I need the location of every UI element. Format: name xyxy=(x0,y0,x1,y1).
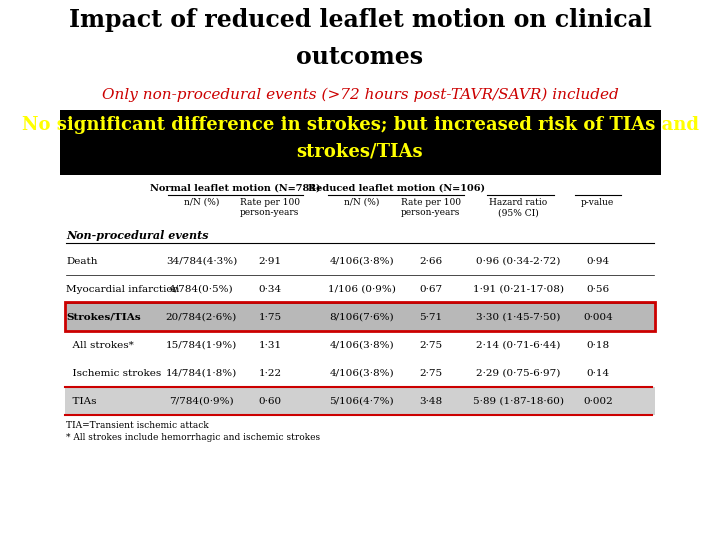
Text: 2·66: 2·66 xyxy=(419,256,443,266)
Text: 0·67: 0·67 xyxy=(419,285,443,294)
Text: 0·14: 0·14 xyxy=(586,368,609,377)
Text: 1·22: 1·22 xyxy=(258,368,282,377)
Text: Rate per 100
person-years: Rate per 100 person-years xyxy=(401,198,461,218)
Text: 5·89 (1·87-18·60): 5·89 (1·87-18·60) xyxy=(473,396,564,406)
Text: Ischemic strokes: Ischemic strokes xyxy=(66,368,161,377)
Text: 0·94: 0·94 xyxy=(586,256,609,266)
Text: 0·34: 0·34 xyxy=(258,285,282,294)
Text: 1·31: 1·31 xyxy=(258,341,282,349)
Text: 4/106(3·8%): 4/106(3·8%) xyxy=(329,341,394,349)
Text: 4/106(3·8%): 4/106(3·8%) xyxy=(329,368,394,377)
Text: 2·14 (0·71-6·44): 2·14 (0·71-6·44) xyxy=(477,341,561,349)
Text: 5/106(4·7%): 5/106(4·7%) xyxy=(329,396,394,406)
Text: Non-procedural events: Non-procedural events xyxy=(66,230,209,241)
Text: Strokes/TIAs: Strokes/TIAs xyxy=(66,313,141,321)
Text: 4/106(3·8%): 4/106(3·8%) xyxy=(329,256,394,266)
Text: TIA=Transient ischemic attack: TIA=Transient ischemic attack xyxy=(66,421,209,430)
Text: 8/106(7·6%): 8/106(7·6%) xyxy=(329,313,394,321)
Bar xyxy=(65,387,655,415)
Text: 4/784(0·5%): 4/784(0·5%) xyxy=(169,285,234,294)
Text: 0·60: 0·60 xyxy=(258,396,282,406)
Text: 0·56: 0·56 xyxy=(586,285,609,294)
Bar xyxy=(65,302,655,331)
Text: 14/784(1·8%): 14/784(1·8%) xyxy=(166,368,237,377)
Text: 3·48: 3·48 xyxy=(419,396,443,406)
Bar xyxy=(65,302,655,331)
Text: TIAs: TIAs xyxy=(66,396,96,406)
Text: 0·96 (0·34-2·72): 0·96 (0·34-2·72) xyxy=(477,256,561,266)
Text: Death: Death xyxy=(66,256,98,266)
Text: Normal leaflet motion (N=784): Normal leaflet motion (N=784) xyxy=(150,184,321,193)
Text: 20/784(2·6%): 20/784(2·6%) xyxy=(166,313,237,321)
Text: Hazard ratio
(95% CI): Hazard ratio (95% CI) xyxy=(490,198,548,218)
Text: 34/784(4·3%): 34/784(4·3%) xyxy=(166,256,237,266)
Text: * All strokes include hemorrhagic and ischemic strokes: * All strokes include hemorrhagic and is… xyxy=(66,433,320,442)
Text: Myocardial infarction: Myocardial infarction xyxy=(66,285,179,294)
Bar xyxy=(60,110,660,175)
Text: Impact of reduced leaflet motion on clinical: Impact of reduced leaflet motion on clin… xyxy=(68,8,652,32)
Text: 0·002: 0·002 xyxy=(583,396,613,406)
Text: strokes/TIAs: strokes/TIAs xyxy=(297,143,423,161)
Text: n/N (%): n/N (%) xyxy=(184,198,219,207)
Text: outcomes: outcomes xyxy=(297,45,423,69)
Text: No significant difference in strokes; but increased risk of TIAs and: No significant difference in strokes; bu… xyxy=(22,116,698,134)
Text: 0·004: 0·004 xyxy=(583,313,613,321)
Text: Only non-procedural events (>72 hours post-TAVR/SAVR) included: Only non-procedural events (>72 hours po… xyxy=(102,88,618,103)
Text: 2·29 (0·75-6·97): 2·29 (0·75-6·97) xyxy=(477,368,561,377)
Text: n/N (%): n/N (%) xyxy=(344,198,379,207)
Text: 0·18: 0·18 xyxy=(586,341,609,349)
Text: 3·30 (1·45-7·50): 3·30 (1·45-7·50) xyxy=(477,313,561,321)
Text: 2·75: 2·75 xyxy=(419,341,443,349)
Text: p-value: p-value xyxy=(581,198,615,207)
Text: 1·75: 1·75 xyxy=(258,313,282,321)
Text: Reduced leaflet motion (N=106): Reduced leaflet motion (N=106) xyxy=(308,184,485,193)
Text: 5·71: 5·71 xyxy=(419,313,443,321)
Text: 2·75: 2·75 xyxy=(419,368,443,377)
Text: 1·91 (0·21-17·08): 1·91 (0·21-17·08) xyxy=(473,285,564,294)
Text: All strokes*: All strokes* xyxy=(66,341,134,349)
Text: 1/106 (0·9%): 1/106 (0·9%) xyxy=(328,285,395,294)
Text: 15/784(1·9%): 15/784(1·9%) xyxy=(166,341,237,349)
Text: 2·91: 2·91 xyxy=(258,256,282,266)
Text: 7/784(0·9%): 7/784(0·9%) xyxy=(169,396,234,406)
Text: Rate per 100
person-years: Rate per 100 person-years xyxy=(240,198,300,218)
